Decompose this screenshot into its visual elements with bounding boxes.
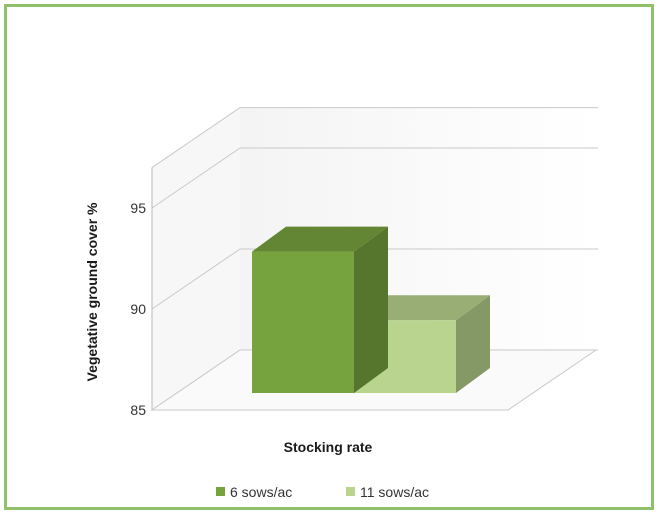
y-tick-label: 90 (130, 301, 146, 317)
y-tick-labels: 85 90 95 (130, 200, 146, 418)
x-axis-title: Stocking rate (284, 439, 373, 455)
bar-top-face (252, 226, 388, 252)
legend-swatch-6-sows (216, 487, 225, 496)
bar-side-face (456, 295, 490, 393)
side-wall (152, 107, 240, 410)
legend: 6 sows/ac 11 sows/ac (216, 484, 429, 500)
gridline-side-top (151, 107, 241, 169)
y-tick-label: 95 (130, 200, 146, 216)
bar-front-face (252, 251, 354, 393)
gridline-side-95 (151, 147, 241, 209)
legend-label-6-sows: 6 sows/ac (230, 484, 292, 500)
bar-6-sows-ac (252, 226, 388, 393)
legend-label-11-sows: 11 sows/ac (360, 484, 429, 500)
y-axis-title: Vegetative ground cover % (84, 202, 100, 381)
bars (252, 226, 490, 393)
legend-swatch-11-sows (346, 487, 355, 496)
gridline-side-90 (151, 248, 241, 310)
bar-side-face (354, 226, 388, 393)
y-tick-label: 85 (130, 402, 146, 418)
